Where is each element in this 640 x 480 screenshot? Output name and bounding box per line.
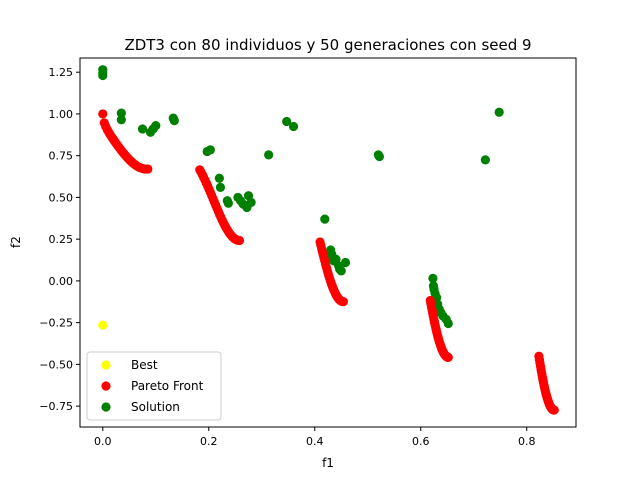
point-solution bbox=[214, 173, 224, 183]
y-tick-label: 0.25 bbox=[49, 233, 74, 246]
x-axis: 0.0 0.2 0.4 0.6 0.8 bbox=[94, 427, 535, 448]
y-tick-label: −0.75 bbox=[39, 400, 73, 413]
point-pareto-front bbox=[443, 352, 453, 363]
x-tick-label: 0.4 bbox=[306, 435, 324, 448]
point-solution bbox=[137, 124, 148, 134]
point-solution bbox=[443, 318, 453, 329]
chart-title: ZDT3 con 80 individuos y 50 generaciones… bbox=[124, 36, 531, 54]
y-tick-label: 1.00 bbox=[49, 108, 74, 121]
x-tick-label: 0.6 bbox=[412, 435, 430, 448]
x-tick-label: 0.8 bbox=[518, 435, 536, 448]
point-pareto-front bbox=[234, 235, 245, 246]
plot-area bbox=[98, 65, 559, 415]
point-solution bbox=[169, 116, 179, 126]
y-axis: −0.75 −0.50 −0.25 0.00 0.25 0.50 0.75 1.00 1.25 bbox=[39, 66, 80, 413]
point-solution bbox=[494, 107, 504, 117]
point-solution bbox=[116, 115, 126, 125]
point-pareto-front bbox=[338, 297, 348, 307]
point-solution bbox=[223, 198, 233, 208]
point-solution bbox=[340, 257, 351, 268]
point-solution bbox=[264, 150, 274, 160]
legend-marker bbox=[101, 381, 111, 391]
point-solution bbox=[336, 266, 346, 276]
x-tick-label: 0.2 bbox=[200, 435, 218, 448]
point-pareto-front bbox=[98, 109, 108, 119]
point-solution bbox=[480, 155, 490, 165]
point-solution bbox=[282, 116, 292, 127]
y-tick-label: −0.50 bbox=[39, 358, 73, 371]
point-solution bbox=[374, 151, 385, 162]
point-solution bbox=[205, 145, 215, 155]
point-solution bbox=[246, 197, 256, 208]
point-solution bbox=[428, 273, 438, 283]
y-tick-label: −0.25 bbox=[39, 317, 73, 330]
legend: Best Pareto Front Solution bbox=[86, 351, 222, 421]
y-tick-label: 0.00 bbox=[49, 275, 74, 288]
point-solution bbox=[98, 70, 108, 81]
y-tick-label: 1.25 bbox=[49, 66, 74, 79]
point-best bbox=[98, 320, 108, 330]
legend-box bbox=[86, 351, 222, 421]
legend-label: Best bbox=[131, 358, 158, 372]
legend-marker bbox=[101, 360, 111, 370]
x-tick-label: 0.0 bbox=[94, 435, 112, 448]
point-solution bbox=[320, 214, 330, 224]
x-axis-label: f1 bbox=[322, 456, 334, 470]
point-solution bbox=[151, 121, 161, 131]
point-pareto-front bbox=[143, 164, 153, 174]
plot-frame bbox=[79, 57, 577, 428]
point-solution bbox=[215, 182, 226, 193]
point-pareto-front bbox=[549, 405, 559, 415]
legend-label: Pareto Front bbox=[131, 379, 204, 393]
legend-label: Solution bbox=[131, 400, 180, 414]
y-tick-label: 0.50 bbox=[49, 191, 74, 204]
point-solution bbox=[116, 108, 126, 118]
y-tick-label: 0.75 bbox=[49, 150, 74, 163]
y-axis-label: f2 bbox=[9, 236, 23, 248]
legend-marker bbox=[101, 402, 111, 412]
point-solution bbox=[288, 121, 299, 132]
